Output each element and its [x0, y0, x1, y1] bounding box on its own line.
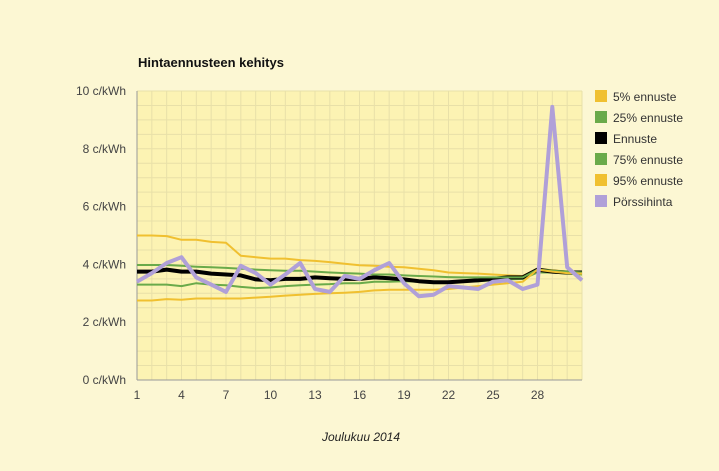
x-tick-label: 28: [531, 388, 545, 402]
x-tick-label: 10: [264, 388, 278, 402]
y-tick-label: 10 c/kWh: [76, 84, 126, 98]
x-tick-label: 16: [353, 388, 367, 402]
series-lines: [135, 104, 584, 302]
y-tick-label: 0 c/kWh: [83, 373, 126, 387]
legend: 5% ennuste 25% ennuste Ennuste 75% ennuste 9…: [595, 90, 683, 209]
legend-label: 75% ennuste: [613, 153, 683, 167]
x-tick-label: 1: [134, 388, 141, 402]
series-line-75-ennuste: [137, 264, 583, 279]
x-tick-label: 13: [308, 388, 322, 402]
legend-swatch: [595, 132, 607, 144]
series-line-p-rssihinta: [135, 104, 584, 299]
legend-swatch: [595, 153, 607, 165]
y-tick-label: 4 c/kWh: [83, 257, 126, 271]
x-tick-label: 4: [178, 388, 185, 402]
x-tick-label: 19: [397, 388, 411, 402]
x-axis-ticks: 1 4 7 10 13 16 19 22 25 28: [134, 388, 545, 402]
y-tick-label: 6 c/kWh: [83, 200, 126, 214]
y-tick-label: 8 c/kWh: [83, 142, 126, 156]
legend-label: Pörssihinta: [613, 195, 673, 209]
x-tick-label: 22: [442, 388, 456, 402]
series-line-95-ennuste: [137, 268, 583, 302]
x-axis-label: Joulukuu 2014: [321, 430, 400, 444]
y-axis-ticks: 0 c/kWh 2 c/kWh 4 c/kWh 6 c/kWh 8 c/kWh 10 c/…: [76, 84, 126, 387]
legend-label: 5% ennuste: [613, 90, 677, 104]
legend-swatch: [595, 111, 607, 123]
y-tick-label: 2 c/kWh: [83, 315, 126, 329]
x-tick-label: 25: [486, 388, 500, 402]
legend-label: 25% ennuste: [613, 111, 683, 125]
grid-lines: [136, 90, 583, 381]
legend-label: 95% ennuste: [613, 174, 683, 188]
x-tick-label: 7: [223, 388, 230, 402]
legend-label: Ennuste: [613, 132, 657, 146]
legend-swatch: [595, 90, 607, 102]
legend-swatch: [595, 195, 607, 207]
chart-title: Hintaennusteen kehitys: [138, 55, 284, 70]
legend-swatch: [595, 174, 607, 186]
